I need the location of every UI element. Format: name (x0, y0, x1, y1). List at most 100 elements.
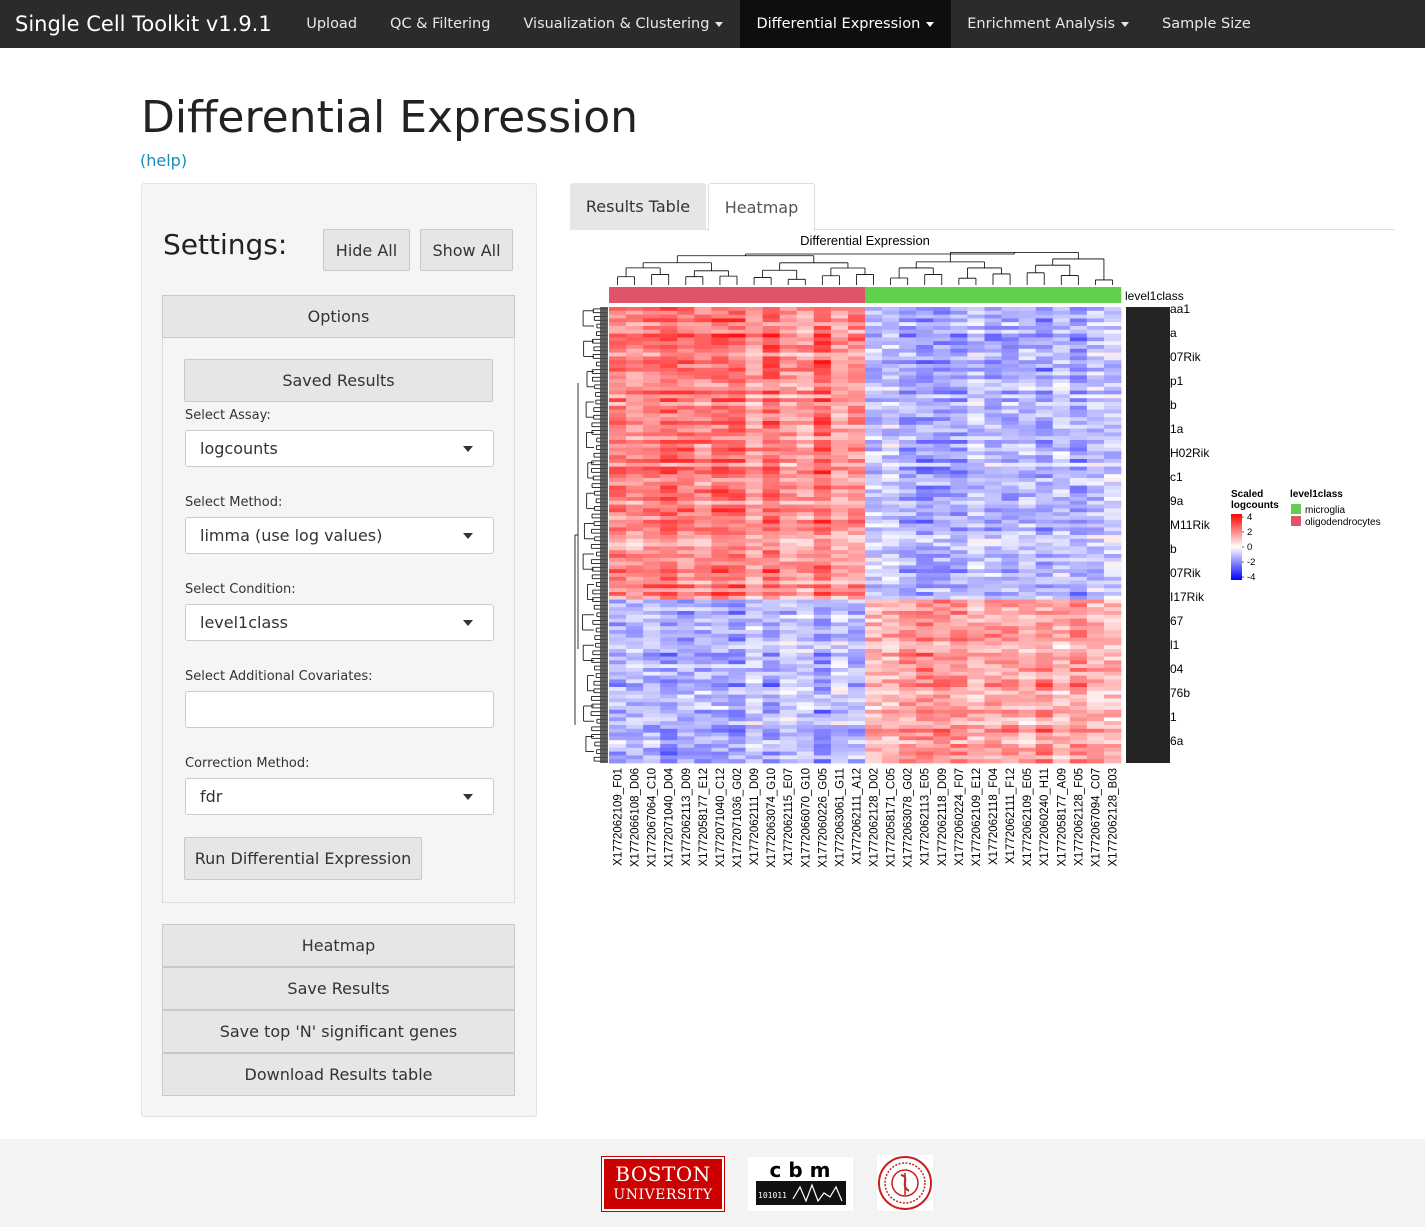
university-seal-logo[interactable] (877, 1155, 933, 1211)
heatmap-cell (882, 512, 900, 517)
run-differential-expression-button[interactable]: Run Differential Expression (184, 837, 422, 880)
nav-item-differential-expression[interactable]: Differential Expression (739, 0, 951, 48)
heatmap-cell (950, 584, 968, 589)
heatmap-cell (779, 713, 798, 718)
heatmap-cell (882, 713, 900, 718)
heatmap-cell (967, 588, 985, 593)
heatmap-cell (1103, 535, 1122, 540)
heatmap-cell (796, 565, 815, 570)
heatmap-cell (899, 721, 917, 726)
tab-heatmap[interactable]: Heatmap (708, 183, 815, 231)
cbm-logo[interactable]: c b m 101011 (748, 1157, 853, 1211)
heatmap-cell (1103, 497, 1122, 502)
heatmap-cell (711, 398, 729, 403)
download-results-table-panel-header[interactable]: Download Results table (162, 1053, 515, 1096)
heatmap-cell (847, 470, 866, 475)
heatmap-cell (899, 668, 917, 673)
assay-select[interactable]: logcounts (185, 430, 494, 467)
heatmap-cell (933, 641, 951, 646)
heatmap-cell (677, 337, 695, 342)
nav-item-visualization-clustering[interactable]: Visualization & Clustering (507, 0, 740, 48)
heatmap-panel-header[interactable]: Heatmap (162, 924, 515, 967)
nav-item-sample-size[interactable]: Sample Size (1146, 0, 1268, 48)
heatmap-cell (1052, 698, 1071, 703)
condition-select[interactable]: level1class (185, 604, 494, 641)
heatmap-cell (916, 755, 934, 760)
heatmap-cell (1018, 413, 1037, 418)
nav-item-upload[interactable]: Upload (290, 0, 374, 48)
correction-select[interactable]: fdr (185, 778, 494, 815)
options-panel-header[interactable]: Options (162, 295, 515, 338)
heatmap-cell (1086, 622, 1105, 627)
heatmap-cell (1069, 664, 1088, 669)
heatmap-cell (1052, 702, 1071, 707)
heatmap-cell (711, 500, 729, 505)
heatmap-cell (813, 421, 832, 426)
heatmap-cell (660, 645, 678, 650)
heatmap-cell (1018, 500, 1037, 505)
tab-results-table[interactable]: Results Table (570, 183, 706, 230)
app-brand[interactable]: Single Cell Toolkit v1.9.1 (15, 12, 272, 36)
save-top-n-genes-panel-header[interactable]: Save top 'N' significant genes (162, 1010, 515, 1053)
hide-all-button[interactable]: Hide All (323, 229, 410, 271)
heatmap-cell (830, 307, 849, 312)
boston-university-logo[interactable]: BOSTON UNIVERSITY (601, 1156, 725, 1212)
heatmap-cell (1001, 398, 1019, 403)
heatmap-cell (745, 402, 763, 407)
heatmap-cell (984, 759, 1002, 764)
heatmap-cell (830, 645, 849, 650)
heatmap-cell (677, 466, 695, 471)
heatmap-cell (1086, 728, 1105, 733)
method-select[interactable]: limma (use log values) (185, 517, 494, 554)
heatmap-cell (762, 440, 781, 445)
heatmap-cell (796, 402, 815, 407)
heatmap-cell (830, 690, 849, 695)
row-label: b (1170, 542, 1177, 556)
heatmap-cell (1001, 755, 1019, 760)
heatmap-cell (830, 497, 849, 502)
heatmap-cell (865, 611, 883, 616)
heatmap-cell (609, 607, 627, 612)
heatmap-cell (865, 709, 883, 714)
heatmap-cell (899, 554, 917, 559)
heatmap-cell (762, 637, 781, 642)
heatmap-cell (984, 352, 1002, 357)
heatmap-cell (882, 721, 900, 726)
nav-item-enrichment-analysis[interactable]: Enrichment Analysis (951, 0, 1146, 48)
heatmap-cell (967, 390, 985, 395)
heatmap-cell (745, 535, 763, 540)
heatmap-cell (899, 599, 917, 604)
heatmap-cell (660, 440, 678, 445)
heatmap-cell (1035, 345, 1054, 350)
heatmap-cell (882, 744, 900, 749)
saved-results-button[interactable]: Saved Results (184, 359, 493, 402)
save-results-panel-header[interactable]: Save Results (162, 967, 515, 1010)
heatmap-cell (933, 561, 951, 566)
heatmap-cell (967, 675, 985, 680)
heatmap-cell (779, 687, 798, 692)
heatmap-cell (779, 310, 798, 315)
heatmap-cell (847, 466, 866, 471)
show-all-button[interactable]: Show All (420, 229, 513, 271)
heatmap-cell (660, 580, 678, 585)
heatmap-cell (694, 348, 712, 353)
heatmap-cell (694, 421, 712, 426)
heatmap-cell (1086, 470, 1105, 475)
heatmap-cell (830, 683, 849, 688)
heatmap-cell (1001, 652, 1019, 657)
heatmap-cell (1103, 671, 1122, 676)
heatmap-cell (796, 626, 815, 631)
heatmap-cell (933, 326, 951, 331)
help-link[interactable]: (help) (140, 151, 188, 170)
annotation-cell (1103, 287, 1122, 303)
heatmap-cell (984, 637, 1002, 642)
bu-logo-line1: BOSTON (615, 1162, 711, 1186)
heatmap-cell (1103, 489, 1122, 494)
annotation-cell (1018, 287, 1036, 303)
covariates-input[interactable] (185, 691, 494, 728)
heatmap-cell (745, 405, 763, 410)
heatmap-cell (626, 451, 644, 456)
heatmap-cell (1086, 379, 1105, 384)
nav-item-qc-filtering[interactable]: QC & Filtering (374, 0, 507, 48)
heatmap-cell (1052, 413, 1071, 418)
